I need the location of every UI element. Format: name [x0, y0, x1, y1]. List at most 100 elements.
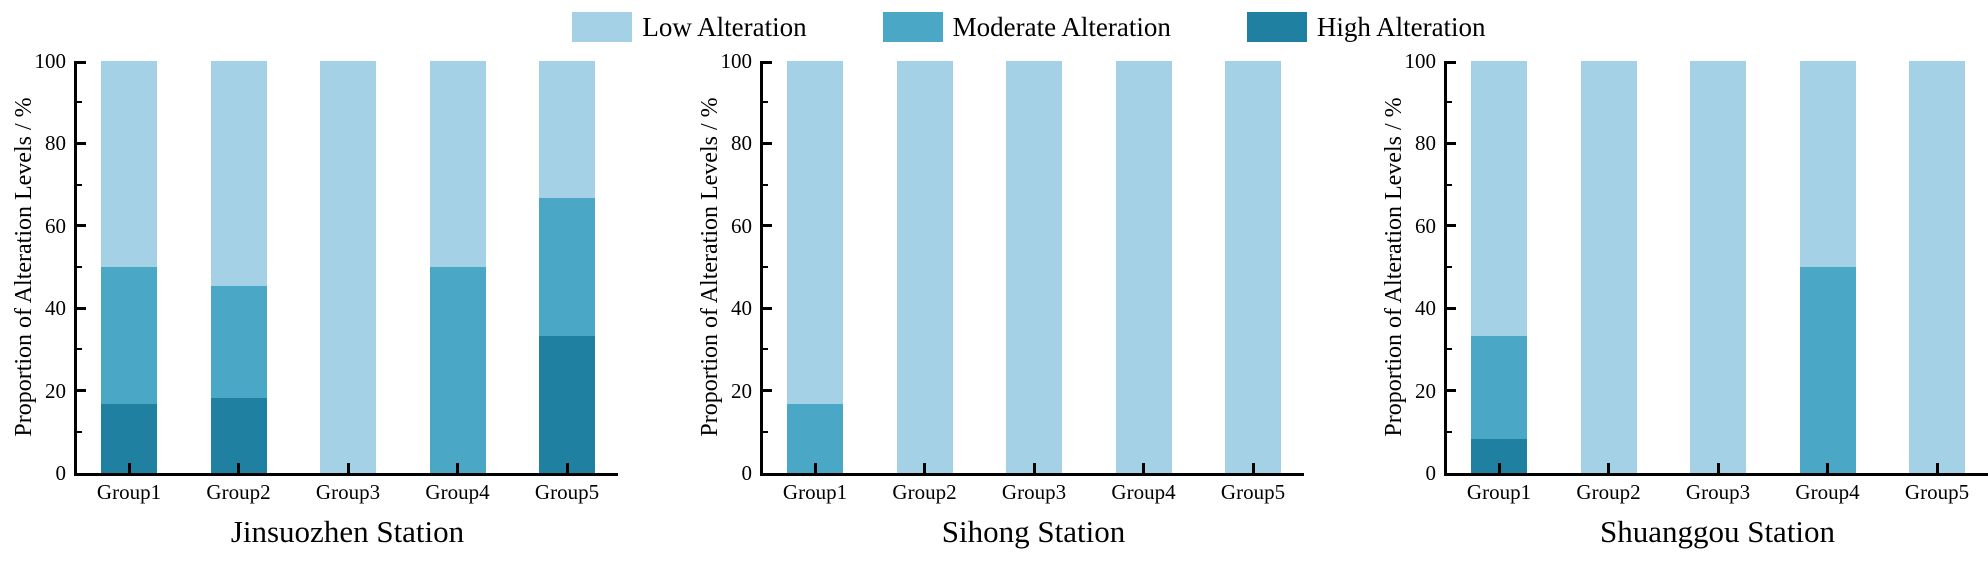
- y-axis-minor-tick-30: [763, 348, 768, 351]
- bar-group1-segment-low: [787, 61, 843, 405]
- bar-group4: [1799, 61, 1856, 473]
- bar-group3-segment-low: [320, 61, 376, 473]
- y-tick-label-0: 0: [1425, 461, 1437, 485]
- y-axis-minor-tick-10: [763, 430, 768, 433]
- y-tick-label-80: 80: [1415, 131, 1436, 156]
- bar-group1-segment-moderate: [787, 404, 843, 473]
- x-category-label-group5: Group5: [1904, 480, 1970, 504]
- y-axis-minor-tick-90: [1447, 101, 1452, 104]
- panel-sihong-station: Proportion of Alteration Levels / % Group…: [686, 0, 1346, 561]
- x-axis-tick-group1: [813, 463, 817, 473]
- legend-label-low: Low Alteration: [642, 12, 807, 42]
- x-axis-tick-group3: [346, 463, 350, 473]
- y-tick-label-0: 0: [55, 461, 67, 485]
- y-tick-label-40: 40: [731, 296, 752, 321]
- bar-group2-segment-low: [1580, 61, 1637, 473]
- x-category-label-group1: Group1: [96, 480, 162, 504]
- bar-group1: [101, 61, 157, 473]
- plot-area: [74, 61, 618, 476]
- x-category-label-group3: Group3: [315, 480, 381, 504]
- y-tick-label-80: 80: [45, 131, 66, 156]
- legend-label-moderate: Moderate Alteration: [952, 12, 1171, 42]
- x-category-label-group5: Group5: [1220, 480, 1286, 504]
- y-axis-major-tick-80: [1447, 141, 1456, 145]
- x-category-label-group5: Group5: [534, 480, 600, 504]
- y-axis-major-tick-60: [77, 224, 86, 228]
- x-category-label-group2: Group2: [206, 480, 271, 504]
- y-axis-major-tick-100: [77, 61, 86, 64]
- panel-jinsuozhen-station: Proportion of Alteration Levels / % Group…: [0, 0, 660, 561]
- y-axis-major-tick-40: [763, 306, 772, 310]
- bar-group3: [1006, 61, 1062, 473]
- bar-group4-segment-moderate: [1799, 267, 1856, 473]
- station-title-sihong-station: Sihong Station: [941, 514, 1126, 549]
- y-axis-minor-tick-70: [77, 183, 82, 186]
- y-tick-label-80: 80: [731, 131, 752, 156]
- y-tick-label-0: 0: [741, 461, 753, 485]
- x-category-label-group4: Group4: [1111, 480, 1176, 504]
- legend-swatch-moderate: [882, 12, 943, 42]
- bar-group1: [787, 61, 843, 473]
- station-title-shuanggou-station: Shuanggou Station: [1599, 514, 1836, 549]
- bar-group3: [1690, 61, 1746, 473]
- bar-group2: [896, 61, 953, 473]
- x-category-label-group3: Group3: [1685, 480, 1751, 504]
- bar-group3-segment-low: [1006, 61, 1062, 473]
- x-category-label-group4: Group4: [1795, 480, 1860, 504]
- x-axis-tick-group1: [127, 463, 131, 473]
- legend-label-high: High Alteration: [1316, 12, 1486, 42]
- x-category-label-group1: Group1: [1466, 480, 1532, 504]
- y-axis-minor-tick-50: [1447, 266, 1452, 268]
- bar-group3-segment-low: [1690, 61, 1746, 473]
- y-tick-label-60: 60: [731, 213, 752, 238]
- y-axis-major-tick-80: [763, 141, 772, 145]
- y-axis-major-tick-80: [77, 141, 86, 145]
- x-axis-tick-group2: [237, 463, 240, 473]
- x-axis-tick-group4: [456, 463, 459, 473]
- bar-group2-segment-low: [896, 61, 953, 473]
- station-title-jinsuozhen-station: Jinsuozhen Station: [230, 514, 465, 549]
- bar-group2: [1580, 61, 1637, 473]
- y-tick-label-100: 100: [1404, 49, 1437, 73]
- y-tick-label-40: 40: [1415, 296, 1436, 321]
- y-tick-label-40: 40: [45, 296, 66, 321]
- x-axis-tick-group2: [1607, 463, 1610, 473]
- y-axis-major-tick-100: [763, 61, 772, 64]
- bar-group5: [539, 61, 595, 473]
- x-category-label-group2: Group2: [1576, 480, 1641, 504]
- x-category-label-group1: Group1: [782, 480, 848, 504]
- panel-shuanggou-station: Proportion of Alteration Levels / % Group…: [1370, 0, 1988, 561]
- x-axis-tick-group4: [1826, 463, 1829, 473]
- bar-group1-segment-low: [1471, 61, 1527, 336]
- y-axis-minor-tick-90: [77, 101, 82, 104]
- bar-group4-segment-low: [429, 61, 486, 267]
- y-axis-major-tick-20: [1447, 389, 1456, 393]
- x-axis-tick-group3: [1032, 463, 1036, 473]
- plot-area: [1444, 61, 1988, 476]
- x-category-label-group2: Group2: [892, 480, 957, 504]
- bar-group4-segment-low: [1115, 61, 1172, 473]
- x-category-label-group3: Group3: [1001, 480, 1067, 504]
- bar-group4-segment-moderate: [429, 267, 486, 473]
- y-axis-minor-tick-30: [1447, 348, 1452, 351]
- plot-area: [760, 61, 1304, 476]
- legend-item-moderate: Moderate Alteration: [882, 12, 1171, 42]
- bar-group5: [1225, 61, 1281, 473]
- y-axis-minor-tick-50: [763, 266, 768, 268]
- y-axis-minor-tick-30: [77, 348, 82, 351]
- y-axis-major-tick-40: [1447, 306, 1456, 310]
- x-axis-tick-group4: [1142, 463, 1145, 473]
- x-axis-tick-group5: [1251, 463, 1255, 473]
- bar-group1-segment-high: [101, 404, 157, 473]
- x-axis-tick-group3: [1716, 463, 1720, 473]
- x-axis-tick-group5: [1935, 463, 1939, 473]
- legend-swatch-high: [1246, 12, 1307, 42]
- y-axis-minor-tick-70: [763, 183, 768, 186]
- y-tick-label-100: 100: [720, 49, 753, 73]
- bar-group5-segment-low: [1225, 61, 1281, 473]
- y-axis-minor-tick-10: [1447, 430, 1452, 433]
- bar-group4-segment-low: [1799, 61, 1856, 267]
- y-tick-label-20: 20: [45, 378, 66, 403]
- bar-group2: [210, 61, 267, 473]
